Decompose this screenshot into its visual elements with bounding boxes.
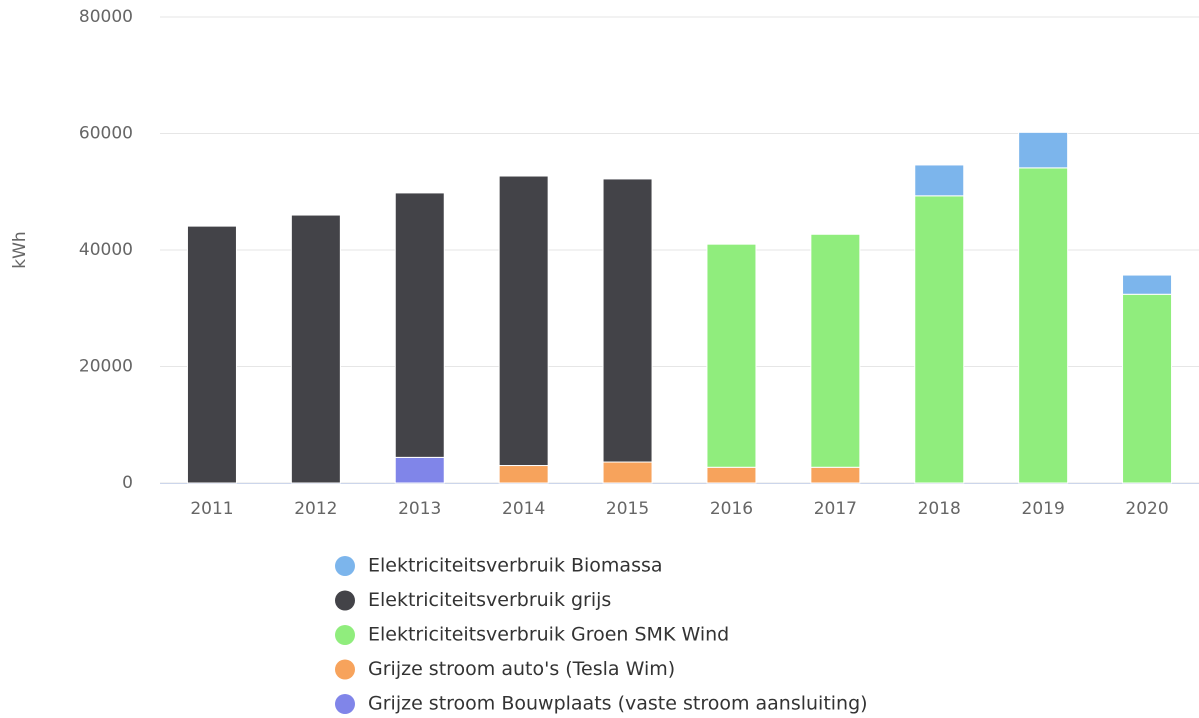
legend-marker bbox=[335, 556, 355, 576]
legend-marker bbox=[335, 590, 355, 611]
bar-segment bbox=[1018, 167, 1069, 484]
legend-label: Elektriciteitsverbruik grijs bbox=[368, 589, 611, 611]
x-tick-label: 2014 bbox=[502, 499, 545, 519]
bar-segment bbox=[914, 195, 965, 484]
y-tick-label: 40000 bbox=[79, 240, 133, 260]
bar-segment bbox=[498, 175, 549, 467]
y-tick-label: 20000 bbox=[79, 357, 133, 377]
bar-segment bbox=[602, 178, 653, 463]
y-tick-label: 60000 bbox=[79, 124, 133, 144]
legend-marker bbox=[335, 694, 355, 714]
x-tick-label: 2018 bbox=[918, 499, 961, 519]
bar-segment bbox=[914, 164, 965, 197]
bar-segment bbox=[706, 243, 757, 468]
legend-label: Grijze stroom Bouwplaats (vaste stroom a… bbox=[368, 693, 868, 715]
x-tick-label: 2015 bbox=[606, 499, 649, 519]
x-tick-label: 2013 bbox=[398, 499, 441, 519]
legend-label: Elektriciteitsverbruik Biomassa bbox=[368, 555, 663, 577]
bar-segment bbox=[602, 461, 653, 484]
bar-segment bbox=[810, 233, 861, 468]
x-tick-label: 2012 bbox=[294, 499, 337, 519]
bar-segment bbox=[1122, 274, 1173, 295]
bar-segment bbox=[394, 192, 445, 458]
y-axis-label: kWh bbox=[10, 231, 30, 268]
x-tick-label: 2011 bbox=[190, 499, 233, 519]
x-tick-label: 2019 bbox=[1022, 499, 1065, 519]
y-tick-label: 80000 bbox=[79, 7, 133, 27]
legend-label: Elektriciteitsverbruik Groen SMK Wind bbox=[368, 624, 729, 646]
x-tick-label: 2017 bbox=[814, 499, 857, 519]
bar-segment bbox=[1018, 131, 1069, 169]
bar-segment bbox=[186, 225, 237, 484]
bar-segment bbox=[290, 214, 341, 484]
bar-segment bbox=[394, 456, 445, 484]
x-tick-label: 2020 bbox=[1125, 499, 1168, 519]
bar-segment bbox=[1122, 293, 1173, 484]
legend-label: Grijze stroom auto's (Tesla Wim) bbox=[368, 658, 675, 680]
legend-marker bbox=[335, 659, 355, 680]
bar-segment bbox=[498, 465, 549, 484]
x-tick-label: 2016 bbox=[710, 499, 753, 519]
legend-marker bbox=[335, 625, 355, 645]
bar-segment bbox=[706, 466, 757, 484]
bar-segment bbox=[810, 466, 861, 484]
legend: Elektriciteitsverbruik Biomassa Elektrici… bbox=[335, 555, 868, 715]
y-tick-label: 0 bbox=[122, 473, 133, 493]
